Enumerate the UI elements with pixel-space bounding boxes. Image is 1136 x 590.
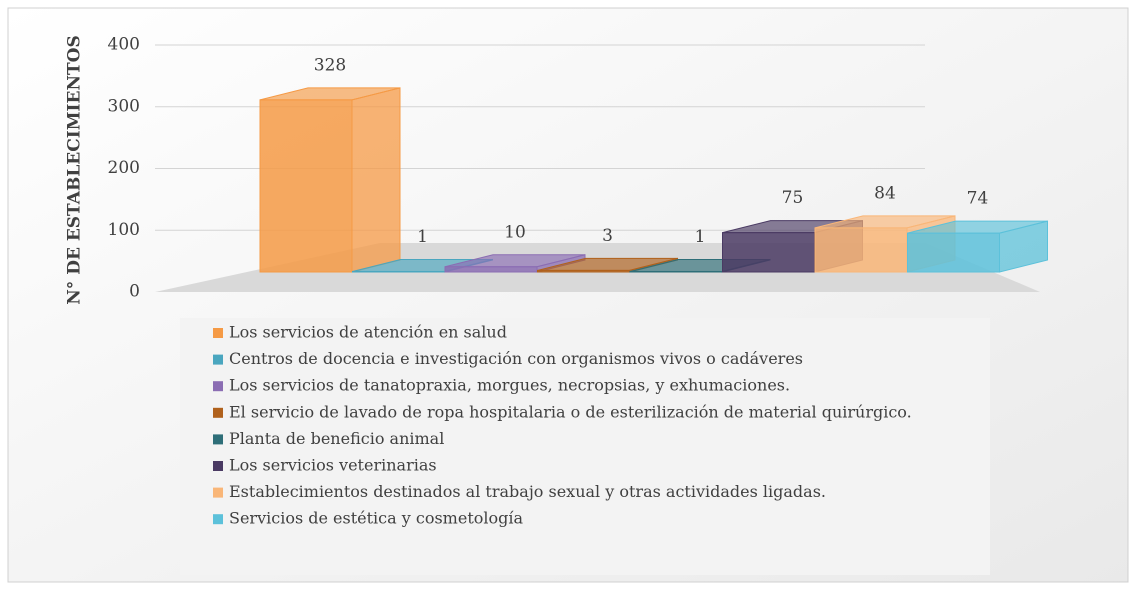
legend-label: Establecimientos destinados al trabajo s…: [229, 482, 826, 501]
value-label: 1: [417, 227, 428, 247]
bar: [814, 227, 908, 273]
bar-side: [351, 87, 401, 273]
legend-swatch: [213, 381, 223, 392]
y-tick-label: 300: [108, 96, 140, 116]
value-label: 75: [782, 188, 804, 208]
y-axis-label: N° DE ESTABLECIMIENTOS: [65, 35, 85, 305]
bar: [722, 232, 815, 273]
legend-label: Los servicios veterinarias: [229, 456, 437, 475]
legend-swatch: [213, 461, 223, 471]
bar: [259, 99, 353, 273]
y-tick-label: 0: [129, 282, 140, 302]
y-tick-label: 100: [108, 220, 140, 240]
legend-label: Planta de beneficio animal: [229, 429, 444, 448]
value-label: 84: [874, 183, 896, 203]
legend-swatch: [213, 487, 223, 498]
legend-swatch: [213, 354, 223, 365]
bar: [537, 269, 630, 273]
legend-box: [180, 318, 990, 575]
value-label: 10: [504, 222, 526, 242]
y-tick-label: 200: [108, 158, 140, 178]
y-tick-label: 400: [108, 35, 140, 55]
bar: [629, 270, 723, 273]
bar: [352, 270, 445, 273]
legend-swatch: [213, 514, 223, 525]
value-label: 74: [967, 189, 989, 209]
bar: [907, 232, 1000, 273]
value-label: 328: [314, 55, 346, 75]
legend-swatch: [213, 407, 223, 418]
legend-swatch: [213, 328, 223, 338]
bar: [444, 266, 538, 273]
legend-label: Servicios de estética y cosmetología: [229, 509, 523, 528]
legend-label: Los servicios de atención en salud: [229, 323, 507, 342]
value-label: 3: [602, 226, 613, 246]
legend-swatch: [213, 434, 223, 445]
legend-label: Los servicios de tanatopraxia, morgues, …: [229, 376, 790, 395]
value-label: 1: [695, 227, 706, 247]
legend-label: El servicio de lavado de ropa hospitalar…: [229, 402, 912, 421]
legend-label: Centros de docencia e investigación con …: [229, 349, 803, 368]
